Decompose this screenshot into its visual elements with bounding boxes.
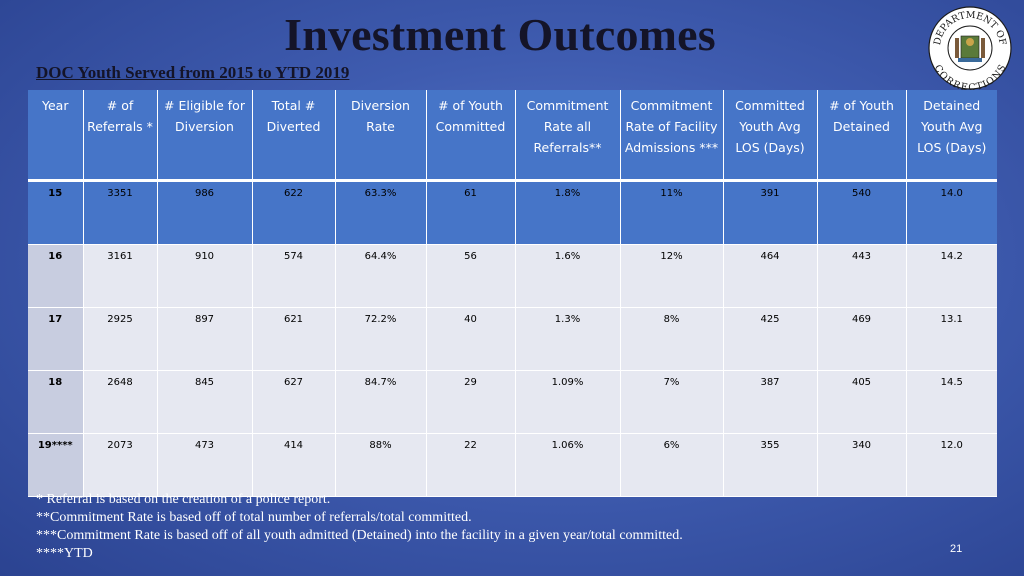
year-cell: 19****: [28, 433, 84, 497]
table-row: 18 2648 845 627 84.7% 29 1.09% 7% 387 40…: [28, 370, 997, 434]
table-cell: 14.0: [906, 180, 997, 245]
page-subtitle: DOC Youth Served from 2015 to YTD 2019: [36, 63, 350, 82]
table-cell: 61: [426, 180, 516, 245]
table-cell: 425: [723, 307, 818, 371]
column-header: Year: [28, 90, 84, 182]
year-cell: 16: [28, 244, 84, 308]
table-cell: 12%: [620, 244, 724, 308]
table-cell: 7%: [620, 370, 724, 434]
table-cell: 1.6%: [515, 244, 621, 308]
footnote: ***Commitment Rate is based off of all y…: [36, 528, 683, 543]
column-header: Detained Youth Avg LOS (Days): [906, 90, 997, 182]
table-cell: 391: [723, 180, 818, 245]
table-header-row: Year # of Referrals * # Eligible for Div…: [28, 90, 997, 182]
table-cell: 621: [252, 307, 336, 371]
table-cell: 355: [723, 433, 818, 497]
table-cell: 897: [157, 307, 253, 371]
column-header: Total # Diverted: [252, 90, 336, 182]
column-header: Commitment Rate of Facility Admissions *…: [620, 90, 724, 182]
table-cell: 405: [817, 370, 907, 434]
table-cell: 1.06%: [515, 433, 621, 497]
table-cell: 56: [426, 244, 516, 308]
table-row: 17 2925 897 621 72.2% 40 1.3% 8% 425 469…: [28, 307, 997, 371]
table-cell: 11%: [620, 180, 724, 245]
table-cell: 443: [817, 244, 907, 308]
table-cell: 29: [426, 370, 516, 434]
column-header: # of Youth Committed: [426, 90, 516, 182]
year-cell: 17: [28, 307, 84, 371]
table-cell: 13.1: [906, 307, 997, 371]
table-cell: 2925: [83, 307, 158, 371]
table-cell: 88%: [335, 433, 427, 497]
table-cell: 1.8%: [515, 180, 621, 245]
column-header: # of Referrals *: [83, 90, 158, 182]
table-cell: 14.2: [906, 244, 997, 308]
table-cell: 574: [252, 244, 336, 308]
column-header: Committed Youth Avg LOS (Days): [723, 90, 818, 182]
table-cell: 84.7%: [335, 370, 427, 434]
table-row: 16 3161 910 574 64.4% 56 1.6% 12% 464 44…: [28, 244, 997, 308]
table-cell: 387: [723, 370, 818, 434]
table-cell: 8%: [620, 307, 724, 371]
outcomes-table-container: Year # of Referrals * # Eligible for Div…: [28, 90, 997, 497]
table-cell: 986: [157, 180, 253, 245]
table-cell: 464: [723, 244, 818, 308]
table-cell: 14.5: [906, 370, 997, 434]
table-cell: 473: [157, 433, 253, 497]
year-cell: 18: [28, 370, 84, 434]
table-cell: 627: [252, 370, 336, 434]
table-cell: 340: [817, 433, 907, 497]
column-header: Commitment Rate all Referrals**: [515, 90, 621, 182]
table-cell: 845: [157, 370, 253, 434]
table-cell: 414: [252, 433, 336, 497]
table-cell: 622: [252, 180, 336, 245]
footnotes: * Referral is based on the creation of a…: [36, 491, 683, 563]
table-cell: 3161: [83, 244, 158, 308]
column-header: Diversion Rate: [335, 90, 427, 182]
table-cell: 1.3%: [515, 307, 621, 371]
year-cell: 15: [28, 180, 84, 245]
column-header: # of Youth Detained: [817, 90, 907, 182]
table-cell: 64.4%: [335, 244, 427, 308]
table-cell: 63.3%: [335, 180, 427, 245]
table-cell: 12.0: [906, 433, 997, 497]
column-header: # Eligible for Diversion: [157, 90, 253, 182]
table-cell: 22: [426, 433, 516, 497]
table-cell: 72.2%: [335, 307, 427, 371]
department-of-corrections-seal: DEPARTMENT OF CORRECTIONS: [928, 6, 1012, 90]
table-cell: 1.09%: [515, 370, 621, 434]
outcomes-table: Year # of Referrals * # Eligible for Div…: [28, 90, 997, 497]
table-cell: 910: [157, 244, 253, 308]
page-title: Investment Outcomes: [284, 9, 716, 60]
table-cell: 40: [426, 307, 516, 371]
table-cell: 2073: [83, 433, 158, 497]
page-number: 21: [950, 543, 963, 555]
table-cell: 2648: [83, 370, 158, 434]
footnote: **Commitment Rate is based off of total …: [36, 510, 472, 525]
table-cell: 469: [817, 307, 907, 371]
table-cell: 540: [817, 180, 907, 245]
footnote: * Referral is based on the creation of a…: [36, 492, 331, 507]
table-cell: 3351: [83, 180, 158, 245]
table-row: 19**** 2073 473 414 88% 22 1.06% 6% 355 …: [28, 433, 997, 497]
footnote: ****YTD: [36, 546, 93, 561]
table-cell: 6%: [620, 433, 724, 497]
table-row: 15 3351 986 622 63.3% 61 1.8% 11% 391 54…: [28, 180, 997, 245]
